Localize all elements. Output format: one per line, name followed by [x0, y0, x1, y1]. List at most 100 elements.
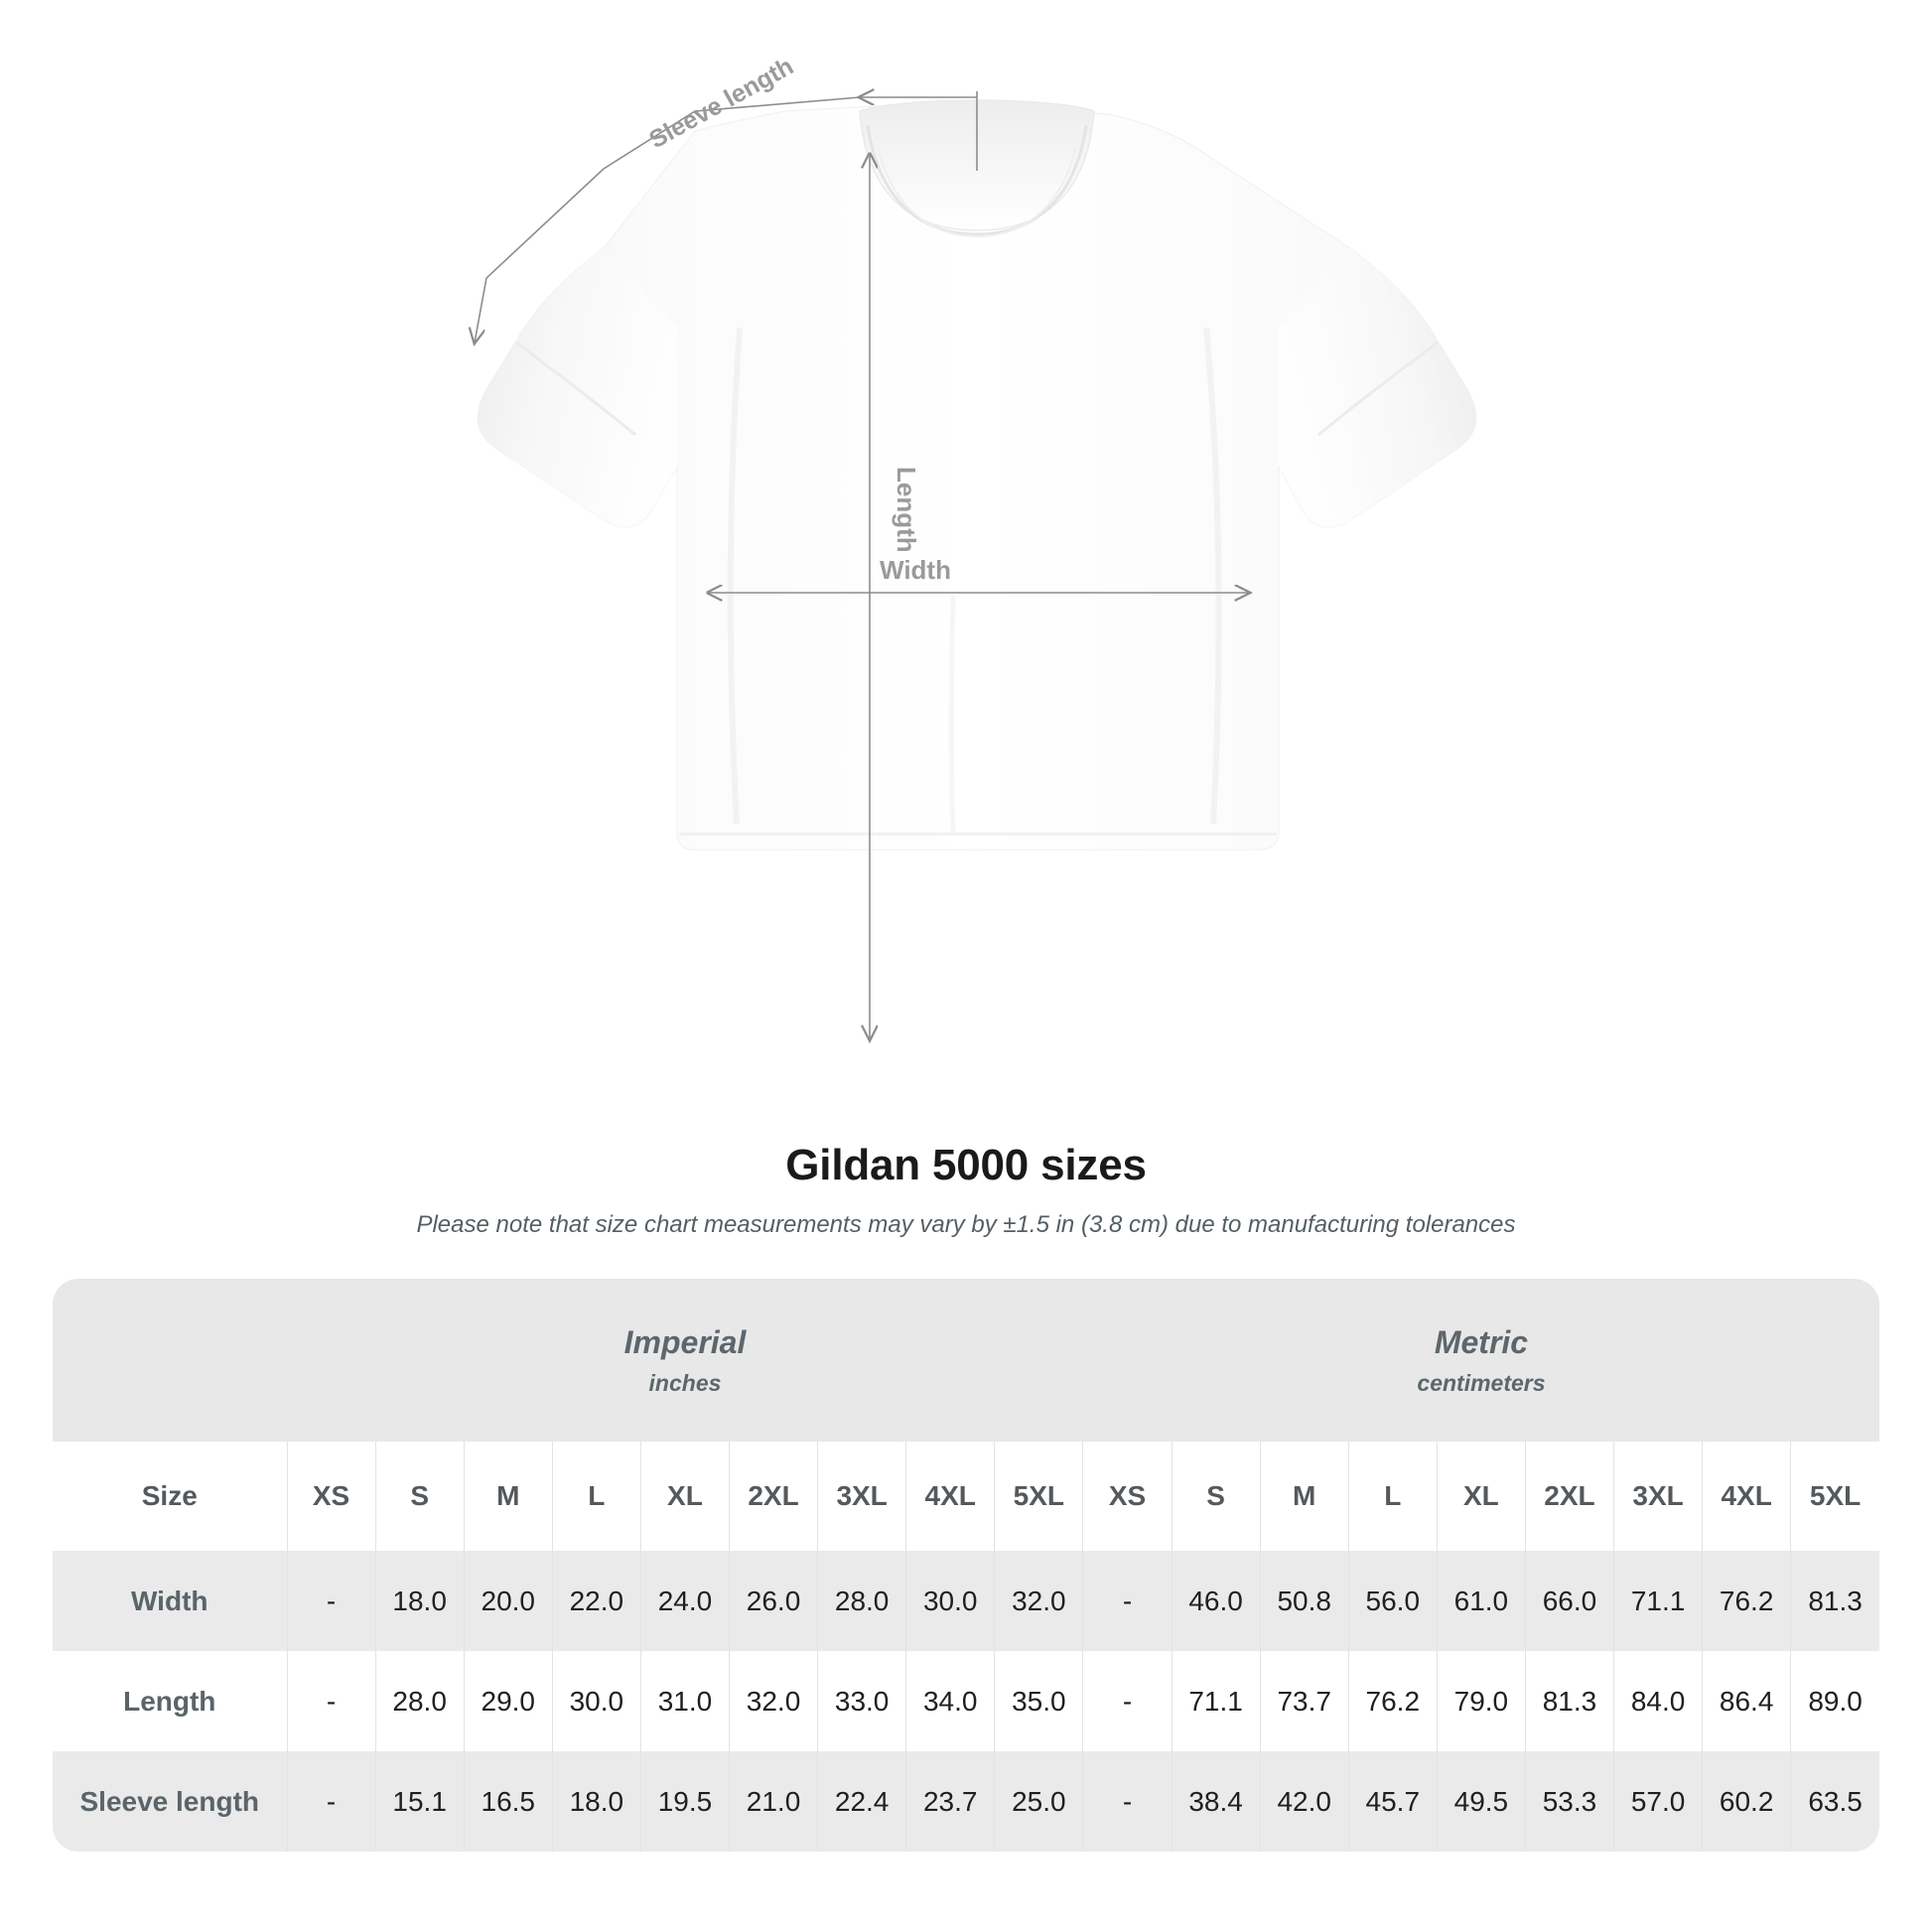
- width-annotation: Width: [708, 555, 1249, 593]
- cell-sleeve-length-2XL-cm: 53.3: [1524, 1751, 1615, 1852]
- length-label: Length: [892, 467, 921, 553]
- cell-width-3XL-in: 28.0: [817, 1551, 907, 1651]
- size-column-header: Size: [53, 1442, 288, 1551]
- cell-sleeve-length-XS-in: -: [286, 1751, 376, 1852]
- cell-sleeve-length-XL-in: 19.5: [639, 1751, 730, 1852]
- cell-sleeve-length-4XL-in: 23.7: [905, 1751, 996, 1852]
- cell-length-XS-in: -: [286, 1651, 376, 1751]
- size-table: Imperial inches Metric centimeters Size …: [53, 1279, 1879, 1852]
- size-column-3xl-metric: 3XL: [1613, 1442, 1704, 1551]
- cell-width-5XL-in: 32.0: [994, 1551, 1084, 1651]
- cell-length-2XL-in: 32.0: [728, 1651, 819, 1751]
- unit-group-metric-sub: centimeters: [1417, 1369, 1546, 1396]
- cell-sleeve-length-L-in: 18.0: [551, 1751, 641, 1852]
- size-column-2xl-metric: 2XL: [1524, 1442, 1615, 1551]
- cell-sleeve-length-S-cm: 38.4: [1171, 1751, 1261, 1852]
- row-label-length: Length: [53, 1651, 288, 1751]
- cell-width-4XL-cm: 76.2: [1702, 1551, 1792, 1651]
- cell-width-2XL-in: 26.0: [728, 1551, 819, 1651]
- cell-width-XL-cm: 61.0: [1436, 1551, 1526, 1651]
- unit-group-imperial-sub: inches: [648, 1369, 722, 1396]
- size-column-5xl-metric: 5XL: [1790, 1442, 1879, 1551]
- cell-length-L-cm: 76.2: [1347, 1651, 1438, 1751]
- width-label: Width: [880, 555, 951, 585]
- size-table-wrapper: Imperial inches Metric centimeters Size …: [53, 1279, 1879, 1852]
- unit-group-imperial: Imperial inches: [287, 1279, 1083, 1442]
- cell-length-3XL-in: 33.0: [817, 1651, 907, 1751]
- cell-length-M-cm: 73.7: [1259, 1651, 1349, 1751]
- size-column-l-metric: L: [1347, 1442, 1438, 1551]
- size-column-s-metric: S: [1171, 1442, 1261, 1551]
- table-row: Sleeve length -15.1 16.5 18.0 19.5 21.0 22.4 23…: [53, 1751, 1879, 1852]
- cell-sleeve-length-5XL-cm: 63.5: [1790, 1751, 1879, 1852]
- size-column-3xl-imperial: 3XL: [817, 1442, 907, 1551]
- cell-width-XS-cm: -: [1082, 1551, 1173, 1651]
- cell-width-S-cm: 46.0: [1171, 1551, 1261, 1651]
- size-column-4xl-metric: 4XL: [1702, 1442, 1792, 1551]
- cell-length-3XL-cm: 84.0: [1613, 1651, 1704, 1751]
- size-column-xl-metric: XL: [1436, 1442, 1526, 1551]
- cell-width-M-cm: 50.8: [1259, 1551, 1349, 1651]
- size-column-m-imperial: M: [463, 1442, 553, 1551]
- size-table-body: Width -18.0 20.0 22.0 24.0 26.0 28.0 30.0 32.0-4…: [53, 1551, 1879, 1852]
- row-label-width: Width: [53, 1551, 288, 1651]
- cell-sleeve-length-M-cm: 42.0: [1259, 1751, 1349, 1852]
- cell-width-2XL-cm: 66.0: [1524, 1551, 1615, 1651]
- cell-sleeve-length-3XL-cm: 57.0: [1613, 1751, 1704, 1852]
- cell-length-M-in: 29.0: [463, 1651, 553, 1751]
- cell-sleeve-length-2XL-in: 21.0: [728, 1751, 819, 1852]
- cell-sleeve-length-4XL-cm: 60.2: [1702, 1751, 1792, 1852]
- table-row: Length -28.0 29.0 30.0 31.0 32.0 33.0 34.0 35.0-…: [53, 1651, 1879, 1751]
- cell-width-S-in: 18.0: [374, 1551, 465, 1651]
- cell-sleeve-length-M-in: 16.5: [463, 1751, 553, 1852]
- size-column-m-metric: M: [1259, 1442, 1349, 1551]
- unit-group-metric-name: Metric: [1434, 1323, 1529, 1360]
- size-column-xs-imperial: XS: [286, 1442, 376, 1551]
- cell-width-XS-in: -: [286, 1551, 376, 1651]
- cell-length-4XL-in: 34.0: [905, 1651, 996, 1751]
- cell-length-5XL-in: 35.0: [994, 1651, 1084, 1751]
- cell-width-3XL-cm: 71.1: [1613, 1551, 1704, 1651]
- tshirt-illustration: [477, 99, 1477, 851]
- page-subtitle: Please note that size chart measurements…: [416, 1211, 1516, 1239]
- cell-length-5XL-cm: 89.0: [1790, 1651, 1879, 1751]
- cell-length-XS-cm: -: [1082, 1651, 1173, 1751]
- cell-length-XL-cm: 79.0: [1436, 1651, 1526, 1751]
- cell-sleeve-length-XL-cm: 49.5: [1436, 1751, 1526, 1852]
- unit-header-spacer: [53, 1279, 288, 1442]
- cell-length-4XL-cm: 86.4: [1702, 1651, 1792, 1751]
- page-title: Gildan 5000 sizes: [785, 1141, 1147, 1189]
- cell-sleeve-length-L-cm: 45.7: [1347, 1751, 1438, 1852]
- size-column-xl-imperial: XL: [639, 1442, 730, 1551]
- cell-length-2XL-cm: 81.3: [1524, 1651, 1615, 1751]
- unit-group-imperial-name: Imperial: [623, 1323, 747, 1360]
- unit-group-header-row: Imperial inches Metric centimeters: [53, 1279, 1879, 1442]
- size-header-row: Size XS S M L XL 2XL 3XL 4XL 5XL XS S M L XL 2XL 3XL 4XL…: [53, 1442, 1879, 1551]
- size-column-xs-metric: XS: [1082, 1442, 1173, 1551]
- cell-sleeve-length-5XL-in: 25.0: [994, 1751, 1084, 1852]
- row-label-sleeve-length: Sleeve length: [53, 1751, 288, 1852]
- cell-width-M-in: 20.0: [463, 1551, 553, 1651]
- cell-length-L-in: 30.0: [551, 1651, 641, 1751]
- size-column-s-imperial: S: [374, 1442, 465, 1551]
- cell-sleeve-length-3XL-in: 22.4: [817, 1751, 907, 1852]
- cell-width-5XL-cm: 81.3: [1790, 1551, 1879, 1651]
- cell-width-L-in: 22.0: [551, 1551, 641, 1651]
- table-row: Width -18.0 20.0 22.0 24.0 26.0 28.0 30.0 32.0-4…: [53, 1551, 1879, 1651]
- tshirt-diagram: Sleeve length Length Width: [0, 53, 1477, 1112]
- cell-width-4XL-in: 30.0: [905, 1551, 996, 1651]
- cell-length-S-cm: 71.1: [1171, 1651, 1261, 1751]
- size-column-4xl-imperial: 4XL: [905, 1442, 996, 1551]
- size-column-5xl-imperial: 5XL: [994, 1442, 1084, 1551]
- size-column-l-imperial: L: [551, 1442, 641, 1551]
- cell-length-S-in: 28.0: [374, 1651, 465, 1751]
- unit-group-metric: Metric centimeters: [1082, 1279, 1879, 1442]
- cell-length-XL-in: 31.0: [639, 1651, 730, 1751]
- cell-width-L-cm: 56.0: [1347, 1551, 1438, 1651]
- heading-block: Gildan 5000 sizes Please note that size …: [0, 1141, 1932, 1240]
- cell-width-XL-in: 24.0: [639, 1551, 730, 1651]
- cell-sleeve-length-S-in: 15.1: [374, 1751, 465, 1852]
- cell-sleeve-length-XS-cm: -: [1082, 1751, 1173, 1852]
- size-column-2xl-imperial: 2XL: [728, 1442, 819, 1551]
